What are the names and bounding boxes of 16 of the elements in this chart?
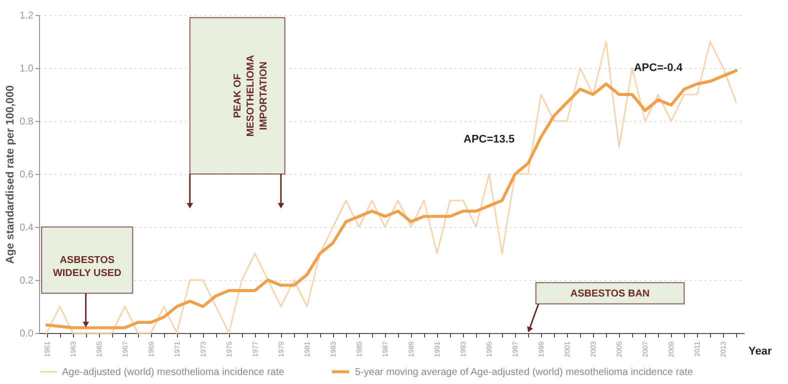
annotation: APC=13.5 xyxy=(464,134,515,146)
y-tick-label: 0.0 xyxy=(20,328,34,340)
y-axis-title: Age standardised rate per 100,000 xyxy=(4,85,17,264)
annotation: ASBESTOS BAN xyxy=(570,288,650,300)
annotation: APC=-0.4 xyxy=(634,62,684,74)
y-tick-label: 1.0 xyxy=(20,64,34,74)
legend-label: 5-year moving average of Age-adjusted (world) mesothelioma incidence rate xyxy=(355,366,694,378)
y-tick-label: 0.8 xyxy=(20,116,34,128)
x-axis-title: Year xyxy=(748,346,772,358)
y-tick-label: 1.2 xyxy=(20,10,34,22)
annotation: ASBESTOS WIDELY USED xyxy=(52,255,122,280)
y-tick-label: 0.6 xyxy=(20,170,34,180)
y-tick-label: 0.4 xyxy=(20,222,34,234)
legend-label: Age-adjusted (world) mesothelioma incidence rate xyxy=(62,366,285,378)
annotation: PEAK OF MESOTHELIOMA IMPORTATION xyxy=(232,54,270,137)
y-tick-label: 0.2 xyxy=(20,276,34,286)
